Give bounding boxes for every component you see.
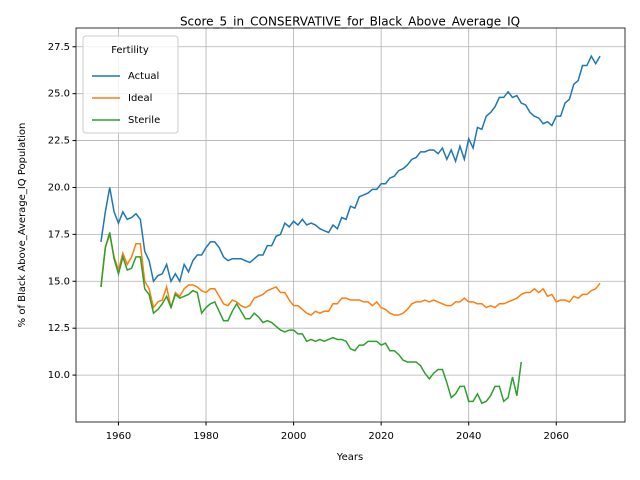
legend-label: Ideal	[128, 93, 152, 104]
legend-box	[82, 35, 179, 134]
y-axis-label: % of Black Above_Average_IQ Population	[17, 123, 28, 328]
x-tick-label: 1980	[193, 431, 218, 442]
x-tick-label: 2040	[456, 431, 481, 442]
x-axis-label: Years	[336, 452, 363, 463]
data-line	[100, 54, 601, 284]
legend-title: Fertility	[111, 45, 149, 56]
y-tick-label: 20.0	[48, 182, 70, 193]
x-tick-label: 2020	[368, 431, 393, 442]
y-tick-label: 27.5	[48, 42, 70, 53]
legend-label: Sterile	[128, 115, 160, 126]
y-tick-label: 25.0	[48, 89, 70, 100]
x-tick-label: 2000	[281, 431, 306, 442]
data-line	[100, 231, 601, 316]
y-tick-label: 10.0	[48, 370, 70, 381]
y-tick-label: 15.0	[48, 276, 70, 287]
legend-label: Actual	[128, 71, 159, 82]
y-tick-label: 22.5	[48, 136, 70, 147]
chart-title: Score_5_in_CONSERVATIVE_for_Black_Above_…	[180, 15, 520, 29]
y-tick-label: 17.5	[48, 229, 70, 240]
x-tick-label: 2060	[544, 431, 569, 442]
data-line	[100, 232, 522, 405]
y-tick-label: 12.5	[48, 323, 70, 334]
plot-frame	[75, 27, 626, 423]
x-tick-label: 1960	[106, 431, 131, 442]
legend: Fertility Actual Ideal Sterile	[82, 35, 179, 134]
